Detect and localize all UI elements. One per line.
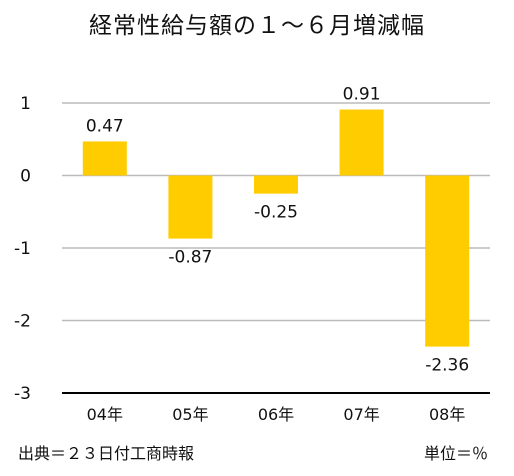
data-label: -0.25 xyxy=(254,203,298,223)
x-tick-label: 05年 xyxy=(172,405,208,424)
bar xyxy=(82,141,127,176)
y-tick-label: -2 xyxy=(14,312,31,332)
y-tick-label: 0 xyxy=(20,167,31,187)
x-tick-label: 06年 xyxy=(258,405,294,424)
unit-note: 単位＝％ xyxy=(423,444,488,463)
bar xyxy=(168,175,213,239)
bar xyxy=(254,175,298,194)
chart-title: 経常性給与額の１～６月増減幅 xyxy=(89,13,425,39)
data-label: -0.87 xyxy=(168,248,212,268)
data-label: -2.36 xyxy=(425,356,469,376)
y-tick-label: -1 xyxy=(14,239,31,259)
x-tick-label: 04年 xyxy=(87,405,123,424)
y-tick-label: 1 xyxy=(20,94,31,114)
y-tick-label: -3 xyxy=(14,384,31,404)
data-label: 0.47 xyxy=(86,116,124,136)
bar xyxy=(339,109,384,176)
bar xyxy=(425,175,470,347)
x-tick-label: 07年 xyxy=(343,405,379,424)
x-tick-label: 08年 xyxy=(429,405,465,424)
data-label: 0.91 xyxy=(343,85,381,105)
source-note: 出典＝２３日付工商時報 xyxy=(18,444,195,463)
